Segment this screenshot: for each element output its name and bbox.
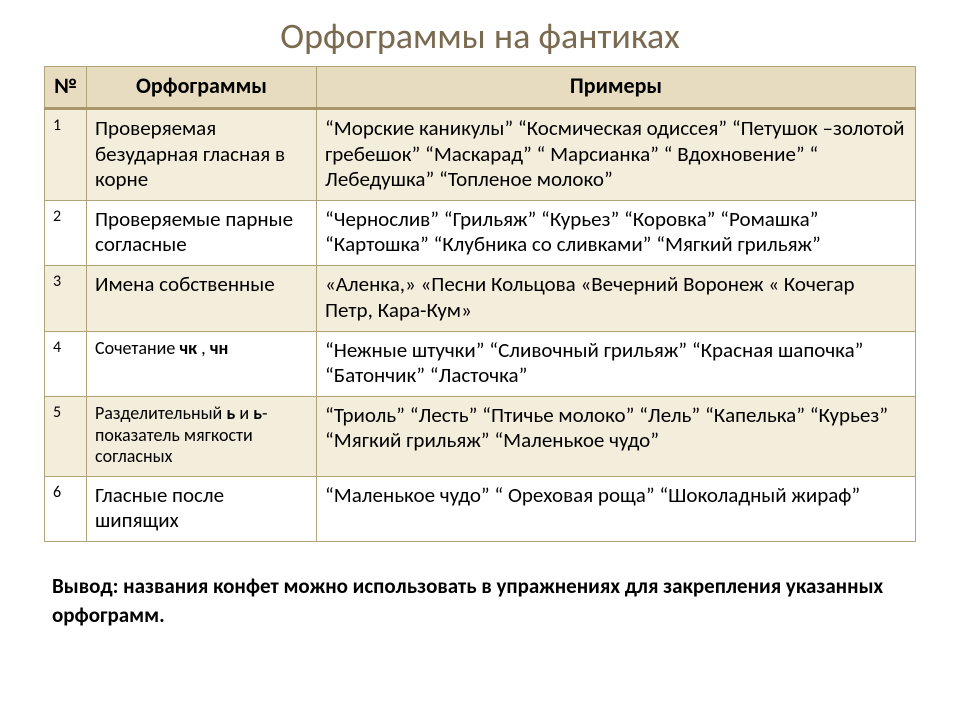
col-num: № xyxy=(45,67,87,109)
cell-num: 3 xyxy=(45,266,87,331)
page-title: Орфограммы на фантиках xyxy=(44,14,916,58)
orfo-table: № Орфограммы Примеры 1 Проверяемая безуд… xyxy=(44,66,916,542)
table-row: 3 Имена собственные «Аленка,» «Песни Кол… xyxy=(45,266,916,331)
col-orfo: Орфограммы xyxy=(87,67,317,109)
txt: и xyxy=(235,402,253,424)
cell-orfo: Разделительный ь и ь- показатель мягкост… xyxy=(87,397,317,477)
txt: Сочетание xyxy=(95,337,179,359)
table-header-row: № Орфограммы Примеры xyxy=(45,67,916,109)
table-row: 2 Проверяемые парные согласные “Черносли… xyxy=(45,200,916,265)
cell-num: 2 xyxy=(45,200,87,265)
cell-orfo: Проверяемые парные согласные xyxy=(87,200,317,265)
table-row: 5 Разделительный ь и ь- показатель мягко… xyxy=(45,397,916,477)
table-row: 1 Проверяемая безударная гласная в корне… xyxy=(45,109,916,201)
txt: Разделительный xyxy=(95,402,226,424)
cell-orfo: Гласные после шипящих xyxy=(87,476,317,541)
cell-examples: “Нежные штучки” “Сливочный грильяж” “Кра… xyxy=(317,331,916,396)
cell-num: 5 xyxy=(45,397,87,477)
cell-examples: “Маленькое чудо” “ Ореховая роща” “Шокол… xyxy=(317,476,916,541)
slide: Орфограммы на фантиках № Орфограммы Прим… xyxy=(0,0,960,629)
cell-orfo: Сочетание чк , чн xyxy=(87,331,317,396)
cell-num: 1 xyxy=(45,109,87,201)
cell-examples: “Чернослив” “Грильяж” “Курьез” “Коровка”… xyxy=(317,200,916,265)
table-row: 6 Гласные после шипящих “Маленькое чудо”… xyxy=(45,476,916,541)
bold: чн xyxy=(210,337,229,359)
cell-examples: “Морские каникулы” “Космическая одиссея”… xyxy=(317,109,916,201)
cell-num: 4 xyxy=(45,331,87,396)
cell-examples: “Триоль” “Лесть” “Птичье молоко” “Лель” … xyxy=(317,397,916,477)
bold: чк xyxy=(179,337,197,359)
cell-num: 6 xyxy=(45,476,87,541)
table-row: 4 Сочетание чк , чн “Нежные штучки” “Сли… xyxy=(45,331,916,396)
bold: ь xyxy=(253,402,262,424)
txt: , xyxy=(197,337,210,359)
bold: ь xyxy=(226,402,235,424)
cell-orfo: Имена собственные xyxy=(87,266,317,331)
col-examples: Примеры xyxy=(317,67,916,109)
cell-orfo: Проверяемая безударная гласная в корне xyxy=(87,109,317,201)
conclusion: Вывод: названия конфет можно использоват… xyxy=(52,572,908,629)
cell-examples: «Аленка,» «Песни Кольцова «Вечерний Воро… xyxy=(317,266,916,331)
